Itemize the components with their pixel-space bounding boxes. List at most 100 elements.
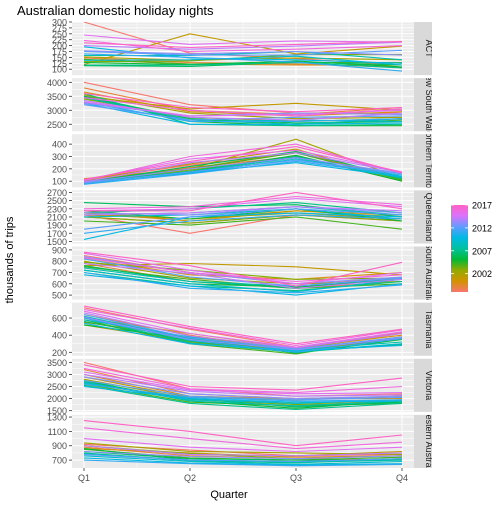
series-group: [83, 138, 403, 185]
series-line-2016: [83, 97, 403, 117]
series-line-2011: [83, 459, 403, 467]
panel-new-south-wales: 2500 3000 3500 4000 New South Wales: [47, 78, 432, 132]
y-tick-label: 100: [52, 65, 67, 75]
y-tick-label: 2500: [47, 382, 67, 392]
strip-background: [414, 22, 432, 76]
series-line-1999: [83, 87, 403, 116]
series-line-2011: [83, 160, 403, 185]
strip-label-group: Western Australia: [424, 415, 432, 468]
chart-title: Australian domestic holiday nights: [17, 3, 214, 18]
series-group: [83, 305, 403, 355]
series-line-2009: [83, 269, 403, 293]
series-line-2017: [83, 146, 403, 180]
strip-background: [414, 190, 432, 244]
series-line-2010: [83, 102, 403, 125]
strip-background: [414, 246, 432, 300]
series-line-2011: [83, 214, 403, 234]
series-line-2013: [83, 157, 403, 183]
series-line-2015: [83, 149, 403, 181]
series-line-2010: [83, 385, 403, 403]
y-tick-label: 2500: [47, 196, 67, 206]
series-line-2015: [83, 34, 403, 45]
series-line-2014: [83, 445, 403, 457]
strip-background: [414, 302, 432, 356]
series-line-2016: [83, 427, 403, 450]
series-line-2014: [83, 152, 403, 183]
y-tick-label: 2500: [47, 120, 67, 130]
x-tick-label: Q3: [290, 473, 302, 483]
y-tick-label: 150: [52, 53, 67, 63]
panel-victoria: 1500 2000 2500 3000 3500 Victoria: [47, 358, 432, 416]
legend-label: 2012: [472, 223, 492, 233]
y-tick-label: 3000: [47, 370, 67, 380]
y-tick-label: 100: [52, 177, 67, 187]
series-line-2002: [83, 378, 403, 404]
series-line-2013: [83, 50, 403, 56]
series-line-2001: [83, 95, 403, 111]
strip-label: Northern Territory: [424, 126, 434, 196]
series-line-2017: [84, 191, 403, 212]
y-tick-label: 1500: [47, 406, 67, 416]
y-tick-label: 1100: [48, 427, 67, 437]
y-tick-label: 400: [52, 140, 67, 150]
series-group: [83, 22, 403, 72]
y-tick-label: 300: [52, 152, 67, 162]
y-tick-label: 200: [52, 41, 67, 51]
series-line-2002: [83, 442, 403, 455]
series-line-2013: [83, 316, 403, 351]
x-tick-label: Q2: [184, 473, 196, 483]
series-line-2007: [83, 384, 403, 411]
y-tick-label: 900: [52, 441, 67, 451]
series-group: [83, 361, 403, 411]
strip-label-group: Victoria: [424, 370, 432, 400]
series-line-2012: [83, 49, 403, 56]
y-tick-label: 175: [52, 47, 67, 57]
y-tick-label: 600: [52, 279, 67, 289]
series-group: [83, 420, 403, 467]
strip-label: Tasmania: [424, 310, 434, 349]
y-tick-label: 2100: [47, 212, 67, 222]
series-line-2014: [83, 41, 403, 50]
series-line-2014: [83, 206, 403, 216]
series-line-2014: [83, 262, 403, 289]
y-tick-label: 1500: [47, 237, 67, 247]
strip-background: [414, 358, 432, 412]
series-line-2011: [83, 101, 403, 123]
series-line-2011: [83, 383, 403, 402]
y-tick-label: 800: [52, 257, 67, 267]
strip-label-group: South Australia: [424, 247, 432, 300]
series-group: [83, 191, 403, 240]
y-tick-label: 225: [52, 35, 67, 45]
x-axis-title: Quarter: [210, 489, 248, 501]
y-tick-label: 700: [52, 456, 67, 466]
series-line-2016: [83, 308, 403, 347]
series-line-2013: [83, 102, 403, 117]
series-line-2014: [83, 312, 403, 349]
series-line-2012: [83, 159, 403, 184]
series-line-2017: [83, 251, 403, 287]
strip-label-group: New South Wales: [424, 78, 432, 131]
strip-label-group: Queensland: [424, 193, 432, 242]
series-line-2010: [83, 212, 403, 240]
series-line-2016: [83, 257, 403, 283]
series-line-2012: [83, 314, 403, 350]
y-tick-label: 125: [52, 59, 67, 69]
y-tick-label: 4000: [47, 78, 67, 88]
series-line-2014: [83, 373, 403, 397]
series-line-2011: [83, 317, 403, 353]
y-tick-label: 2700: [47, 188, 67, 198]
series-line-2006: [83, 265, 403, 289]
series-line-2012: [83, 379, 403, 401]
series-line-1998: [83, 81, 402, 114]
series-line-2015: [83, 197, 403, 212]
series-line-2016: [83, 39, 403, 53]
x-tick-label: Q1: [78, 473, 90, 483]
series-line-2016: [83, 143, 403, 182]
y-tick-label: 250: [52, 29, 67, 39]
legend-colorbar: [451, 205, 468, 292]
y-tick-label: 2000: [47, 394, 67, 404]
y-tick-label: 3500: [47, 358, 67, 368]
series-line-2010: [83, 457, 403, 466]
